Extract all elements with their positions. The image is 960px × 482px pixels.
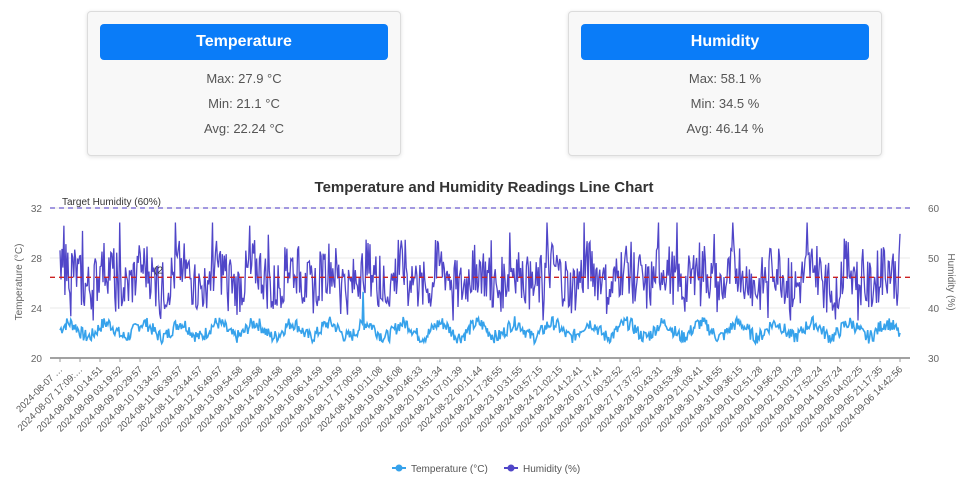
average-humidity-marker-text: (2 — [154, 265, 163, 276]
chart-legend: Temperature (°C) Humidity (%) — [392, 464, 580, 475]
y-right-tick-label: 50 — [928, 254, 940, 265]
temperature-card: Temperature Max: 27.9 °C Min: 21.1 °C Av… — [87, 11, 401, 156]
humidity-button[interactable]: Humidity — [581, 24, 869, 60]
temperature-series — [59, 291, 901, 346]
humidity-series — [59, 222, 901, 321]
reference-lines: Target Humidity (60%) (2 — [50, 197, 910, 279]
legend-temperature-marker — [395, 464, 403, 472]
temperature-max: Max: 27.9 °C — [206, 71, 282, 86]
y-right-tick-label: 30 — [928, 354, 940, 365]
target-humidity-label: Target Humidity (60%) — [62, 197, 161, 208]
temperature-button[interactable]: Temperature — [100, 24, 388, 60]
y-left-tick-label: 28 — [31, 254, 43, 265]
humidity-card: Humidity Max: 58.1 % Min: 34.5 % Avg: 46… — [568, 11, 882, 156]
humidity-line — [59, 222, 901, 321]
temperature-avg: Avg: 22.24 °C — [203, 121, 285, 136]
temperature-min: Min: 21.1 °C — [208, 96, 280, 111]
legend-humidity-label: Humidity (%) — [523, 464, 580, 475]
humidity-avg: Avg: 46.14 % — [686, 121, 764, 136]
y-right-tick-label: 60 — [928, 204, 940, 215]
y-axis-left-label: Temperature (°C) — [14, 244, 25, 321]
humidity-max: Max: 58.1 % — [688, 71, 762, 86]
temperature-line — [59, 291, 901, 346]
y-left-tick-label: 24 — [31, 304, 43, 315]
y-right-tick-label: 40 — [928, 304, 940, 315]
line-chart: Temperature and Humidity Readings Line C… — [14, 179, 956, 475]
chart-grid — [50, 207, 910, 309]
chart-title: Temperature and Humidity Readings Line C… — [315, 179, 654, 196]
y-left-tick-label: 20 — [31, 354, 43, 365]
legend-humidity-marker — [507, 464, 515, 472]
y-axis-right-label: Humidity (%) — [945, 253, 956, 310]
y-left-tick-label: 32 — [31, 204, 43, 215]
humidity-min: Min: 34.5 % — [690, 96, 760, 111]
legend-temperature-label: Temperature (°C) — [411, 464, 488, 475]
